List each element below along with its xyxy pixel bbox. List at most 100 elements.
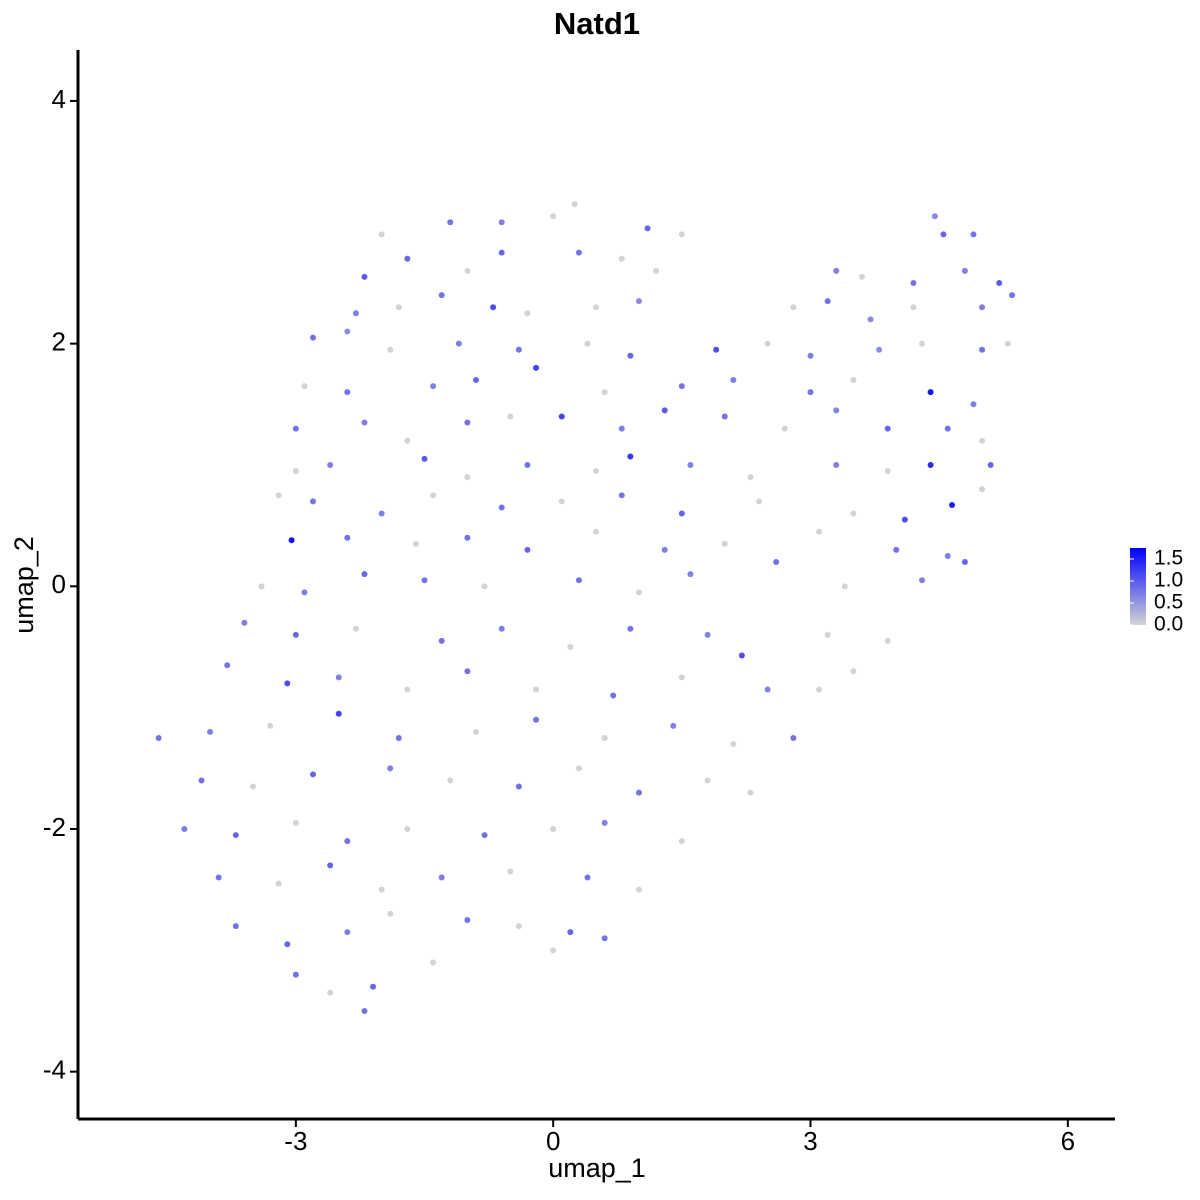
point <box>979 486 986 493</box>
point <box>395 734 402 741</box>
point <box>241 619 248 626</box>
point <box>284 941 291 948</box>
x-tick-label: 3 <box>803 1126 817 1156</box>
point <box>644 225 651 232</box>
point <box>635 589 642 596</box>
point <box>430 959 437 966</box>
colorbar-label: 0.5 <box>1154 591 1183 614</box>
point <box>919 577 926 584</box>
point <box>567 929 574 936</box>
point <box>344 389 351 396</box>
point <box>558 498 565 505</box>
point <box>412 540 419 547</box>
point <box>610 692 617 699</box>
point <box>267 722 274 729</box>
x-tick-label: -3 <box>284 1126 307 1156</box>
point <box>575 249 582 256</box>
point <box>678 674 685 681</box>
point <box>472 377 479 384</box>
point <box>713 346 720 353</box>
y-tick-label: -4 <box>43 1055 66 1085</box>
point <box>816 528 823 535</box>
point <box>352 310 359 317</box>
point <box>275 880 282 887</box>
point <box>404 825 411 832</box>
point <box>292 468 299 475</box>
point <box>790 734 797 741</box>
point <box>970 401 977 408</box>
point <box>678 231 685 238</box>
point <box>533 686 540 693</box>
point <box>310 771 317 778</box>
point <box>344 328 351 335</box>
point <box>893 546 900 553</box>
point <box>404 437 411 444</box>
colorbar <box>1130 548 1146 625</box>
point <box>781 425 788 432</box>
point <box>421 455 428 462</box>
point <box>833 407 840 414</box>
point <box>756 498 763 505</box>
point <box>661 407 668 414</box>
point <box>533 364 540 371</box>
point <box>678 510 685 517</box>
point <box>515 923 522 930</box>
point <box>670 722 677 729</box>
y-tick-label: 2 <box>52 327 66 357</box>
point <box>618 255 625 262</box>
point <box>730 377 737 384</box>
point <box>421 577 428 584</box>
point <box>824 298 831 305</box>
point <box>721 540 728 547</box>
point <box>550 213 557 220</box>
point <box>833 461 840 468</box>
point <box>284 680 291 687</box>
point <box>335 710 342 717</box>
point <box>498 249 505 256</box>
point <box>919 340 926 347</box>
point <box>979 437 986 444</box>
point <box>987 461 994 468</box>
x-axis-label: umap_1 <box>548 1153 646 1183</box>
point <box>635 298 642 305</box>
point <box>571 201 578 208</box>
colorbar-label: 1.5 <box>1154 547 1183 570</box>
point <box>387 346 394 353</box>
point <box>198 777 205 784</box>
point <box>155 734 162 741</box>
point <box>927 389 934 396</box>
point <box>567 643 574 650</box>
point <box>747 474 754 481</box>
point <box>575 765 582 772</box>
point <box>301 383 308 390</box>
point <box>344 534 351 541</box>
point <box>464 534 471 541</box>
point <box>910 279 917 286</box>
point <box>738 652 745 659</box>
point <box>601 819 608 826</box>
point <box>593 528 600 535</box>
point <box>447 219 454 226</box>
point <box>352 625 359 632</box>
point <box>344 929 351 936</box>
point <box>824 631 831 638</box>
point <box>687 461 694 468</box>
point <box>215 874 222 881</box>
point <box>867 316 874 323</box>
point <box>292 819 299 826</box>
point <box>361 273 368 280</box>
point <box>910 304 917 311</box>
point <box>584 874 591 881</box>
point <box>601 935 608 942</box>
y-tick-label: -2 <box>43 812 66 842</box>
point <box>335 674 342 681</box>
point <box>344 838 351 845</box>
point <box>841 583 848 590</box>
point <box>232 923 239 930</box>
point <box>387 765 394 772</box>
point <box>687 571 694 578</box>
point <box>464 419 471 426</box>
point <box>438 637 445 644</box>
point <box>944 552 951 559</box>
point <box>858 273 865 280</box>
